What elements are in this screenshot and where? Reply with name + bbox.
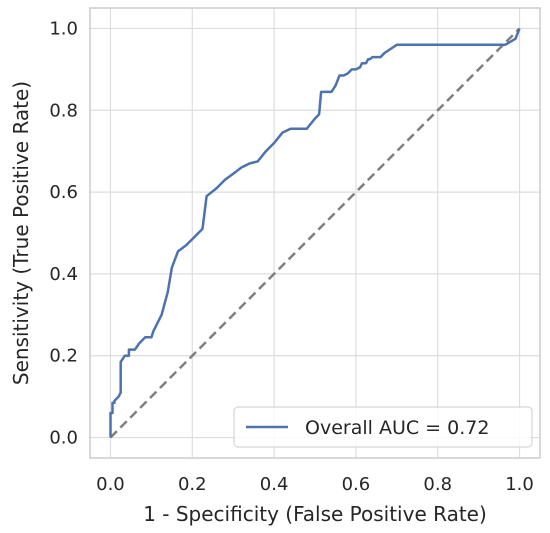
reference-line-layer	[109, 27, 521, 439]
x-tick-labels: 0.0 0.2 0.4 0.6 0.8 1.0	[96, 474, 534, 495]
y-tick-label: 0.6	[49, 182, 78, 203]
x-axis-label: 1 - Specificity (False Positive Rate)	[143, 502, 487, 526]
legend: Overall AUC = 0.72	[233, 406, 533, 448]
roc-curve-line	[109, 28, 521, 438]
reference-diagonal-line	[109, 27, 521, 439]
y-tick-label: 0.0	[49, 428, 78, 449]
x-tick-label: 1.0	[505, 474, 534, 495]
y-axis-label: Sensitivity (True Positive Rate)	[9, 81, 33, 385]
y-tick-labels: 0.0 0.2 0.4 0.6 0.8 1.0	[49, 18, 78, 448]
x-tick-label: 0.0	[96, 474, 125, 495]
roc-curve-layer	[109, 28, 521, 438]
x-tick-label: 0.2	[178, 474, 207, 495]
plot-frame	[89, 7, 541, 459]
legend-label: Overall AUC = 0.72	[305, 417, 489, 439]
x-tick-label: 0.4	[260, 474, 289, 495]
x-tick-label: 0.6	[342, 474, 371, 495]
y-tick-label: 0.8	[49, 100, 78, 121]
grid-layer	[90, 8, 540, 458]
y-tick-label: 1.0	[49, 18, 78, 39]
legend-box	[233, 406, 533, 448]
y-tick-label: 0.4	[49, 264, 78, 285]
x-tick-label: 0.8	[423, 474, 452, 495]
y-tick-label: 0.2	[49, 346, 78, 367]
